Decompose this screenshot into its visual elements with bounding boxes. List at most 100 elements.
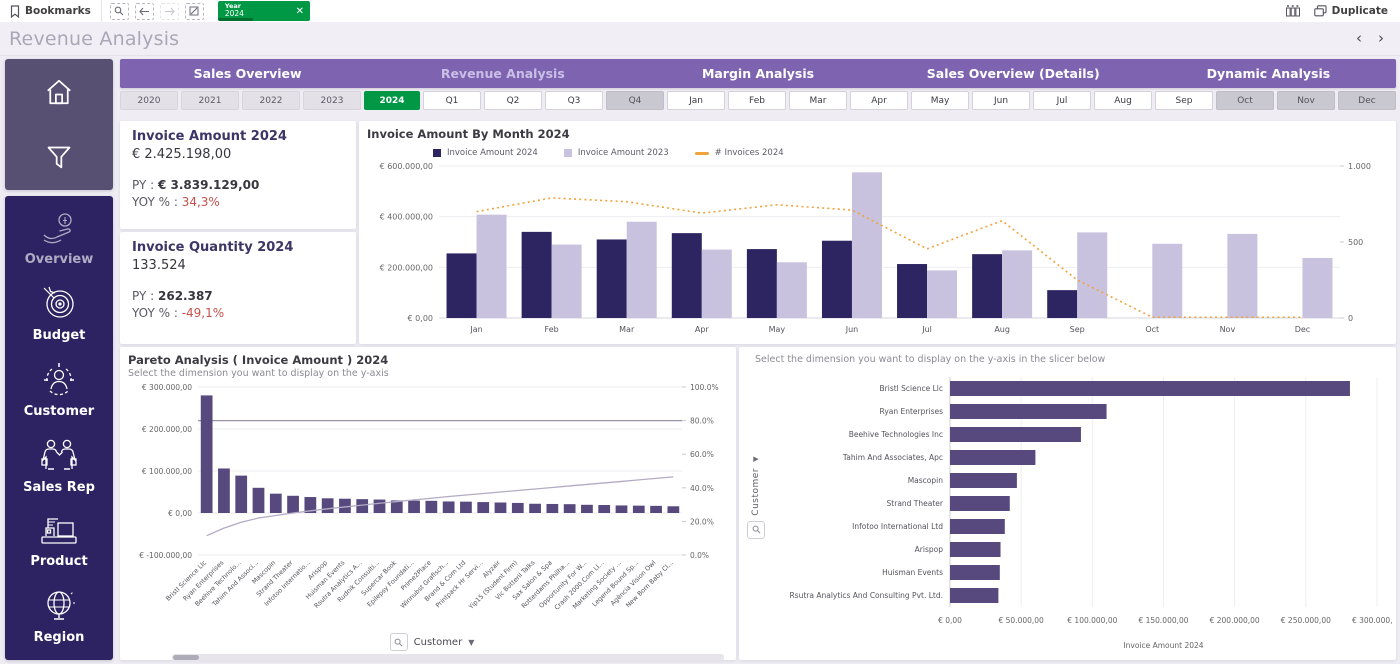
- tab-sales-overview-details[interactable]: Sales Overview (Details): [926, 66, 1100, 81]
- svg-text:100.0%: 100.0%: [690, 383, 719, 392]
- tab-margin-analysis[interactable]: Margin Analysis: [701, 66, 815, 81]
- prev-sheet-icon[interactable]: ‹: [1356, 29, 1362, 47]
- svg-text:€ 50.000,00: € 50.000,00: [999, 616, 1045, 625]
- svg-text:500: 500: [1348, 238, 1363, 247]
- sidebar-item-label: Budget: [32, 328, 86, 343]
- filter-button-q4[interactable]: Q4: [606, 91, 664, 110]
- sidebar-item-label: Customer: [23, 404, 95, 419]
- customer-icon: [40, 361, 78, 401]
- svg-text:Nov: Nov: [1220, 325, 1236, 334]
- legend-swatch: [563, 149, 572, 157]
- filter-button-q1[interactable]: Q1: [423, 91, 481, 110]
- svg-text:€ 300.000,00: € 300.000,00: [142, 383, 192, 392]
- filter-button-2023[interactable]: 2023: [303, 91, 361, 110]
- filter-button-aug[interactable]: Aug: [1094, 91, 1152, 110]
- pareto-dimension-dropdown[interactable]: Customer ▼: [128, 632, 736, 652]
- filter-button-may[interactable]: May: [911, 91, 969, 110]
- svg-text:Sep: Sep: [1070, 325, 1085, 334]
- step-back-icon[interactable]: [134, 2, 154, 20]
- filter-chip-value: 2024: [224, 8, 244, 18]
- top-toolbar: Bookmarks Year 2024 ✕: [0, 0, 1400, 23]
- svg-text:Aug: Aug: [994, 325, 1010, 334]
- filter-chip-year[interactable]: Year 2024 ✕: [217, 1, 310, 21]
- legend-swatch: [694, 151, 709, 155]
- customer-chart-svg[interactable]: € 0,00 € 50.000,00 € 100.000,00 € 150.000,0…: [745, 365, 1400, 653]
- kpi-yoy: YOY % : 34,3%: [132, 195, 220, 209]
- filter-button-dec[interactable]: Dec: [1338, 91, 1396, 110]
- svg-text:€ -100.000,00: € -100.000,00: [139, 551, 192, 560]
- legend-item-invoice-amount-2024: Invoice Amount 2024: [433, 148, 538, 158]
- filter-button-apr[interactable]: Apr: [850, 91, 908, 110]
- bookmark-icon: [10, 4, 20, 18]
- dimension-label[interactable]: Customer: [413, 636, 463, 648]
- sidebar-item-region[interactable]: Region: [5, 587, 113, 645]
- filter-button-jan[interactable]: Jan: [667, 91, 725, 110]
- sidebar-item-overview[interactable]: Overview: [5, 211, 113, 267]
- duplicate-icon: [1313, 5, 1327, 17]
- tab-revenue-analysis[interactable]: Revenue Analysis: [440, 66, 565, 81]
- pareto-scrollbar[interactable]: [172, 654, 724, 661]
- bookmarks-label: Bookmarks: [25, 5, 91, 17]
- bookmarks-button[interactable]: Bookmarks: [0, 0, 102, 22]
- svg-text:Mar: Mar: [619, 325, 635, 334]
- kpi-py: PY : € 3.839.129,00: [132, 178, 260, 192]
- filter-button-2021[interactable]: 2021: [181, 91, 239, 110]
- filter-button-q2[interactable]: Q2: [484, 91, 542, 110]
- clear-selections-icon[interactable]: [184, 2, 204, 20]
- filter-button-nov[interactable]: Nov: [1277, 91, 1335, 110]
- monthly-chart-card: Invoice Amount By Month 2024 Invoice Amo…: [359, 121, 1396, 344]
- monthly-chart-title: Invoice Amount By Month 2024: [367, 127, 570, 141]
- dimension-mini-slicer[interactable]: ▶ Customer: [747, 455, 765, 539]
- filter-icon[interactable]: [45, 145, 73, 171]
- filter-button-2020[interactable]: 2020: [120, 91, 178, 110]
- kpi-yoy: YOY % : -49,1%: [132, 306, 225, 320]
- kpi-invoice-quantity-card: Invoice Quantity 2024 133.524 PY : 262.3…: [120, 232, 356, 344]
- svg-text:May: May: [769, 325, 786, 334]
- salesrep-icon: [38, 437, 80, 477]
- monthly-chart-svg[interactable]: € 600.000,00 € 400.000,00 € 200.000,00 € 0,…: [367, 158, 1392, 338]
- filter-button-2024[interactable]: 2024: [364, 91, 420, 110]
- pareto-chart-card: Pareto Analysis ( Invoice Amount ) 2024 …: [120, 347, 736, 661]
- budget-icon: [40, 285, 78, 325]
- sidebar-item-customer[interactable]: Customer: [5, 361, 113, 419]
- duplicate-button[interactable]: Duplicate: [1313, 5, 1388, 17]
- svg-text:Strand Theater: Strand Theater: [887, 499, 944, 508]
- filter-button-jul[interactable]: Jul: [1033, 91, 1091, 110]
- dimension-search-icon[interactable]: [389, 633, 408, 651]
- filter-button-mar[interactable]: Mar: [789, 91, 847, 110]
- title-bar: Revenue Analysis ‹ ›: [0, 22, 1400, 56]
- svg-text:Invoice Amount 2024: Invoice Amount 2024: [1123, 641, 1203, 650]
- svg-text:1.000: 1.000: [1348, 162, 1371, 171]
- chevron-down-icon[interactable]: ▼: [468, 637, 475, 647]
- sidebar-item-sales-rep[interactable]: Sales Rep: [5, 437, 113, 495]
- sidebar-item-product[interactable]: Product: [5, 513, 113, 569]
- monthly-legend: Invoice Amount 2024 Invoice Amount 2023 # …: [433, 148, 1392, 158]
- tab-sales-overview[interactable]: Sales Overview: [193, 66, 302, 81]
- filter-button-oct[interactable]: Oct: [1216, 91, 1274, 110]
- tab-dynamic-analysis[interactable]: Dynamic Analysis: [1206, 66, 1331, 81]
- filter-chip-close-icon[interactable]: ✕: [295, 5, 305, 17]
- svg-text:Huisman Events: Huisman Events: [882, 568, 943, 577]
- svg-text:20.0%: 20.0%: [690, 517, 714, 526]
- filter-button-jun[interactable]: Jun: [972, 91, 1030, 110]
- sheet-grid-button[interactable]: [1285, 5, 1300, 17]
- svg-text:€ 0,00: € 0,00: [938, 616, 962, 625]
- next-sheet-icon[interactable]: ›: [1378, 29, 1384, 47]
- home-icon[interactable]: [44, 78, 74, 106]
- slicer-search-icon[interactable]: [747, 520, 765, 539]
- expand-right-icon[interactable]: ▶: [753, 455, 759, 463]
- filter-button-sep[interactable]: Sep: [1155, 91, 1213, 110]
- svg-text:Apr: Apr: [695, 325, 710, 334]
- search-selections-icon[interactable]: [109, 2, 129, 20]
- svg-text:€ 200.000,00: € 200.000,00: [380, 263, 433, 272]
- pareto-chart-svg[interactable]: € 300.000,00 € 200.000,00 € 100.000,00 € 0,…: [128, 379, 732, 627]
- filter-button-2022[interactable]: 2022: [242, 91, 300, 110]
- sidebar-item-label: Overview: [24, 252, 94, 267]
- filter-button-feb[interactable]: Feb: [728, 91, 786, 110]
- pareto-scrollbar-thumb[interactable]: [173, 655, 199, 660]
- filter-chip-field: Year: [224, 2, 241, 11]
- step-forward-icon[interactable]: [159, 2, 179, 20]
- filter-button-q3[interactable]: Q3: [545, 91, 603, 110]
- svg-text:€ 150.000,00: € 150.000,00: [1138, 616, 1188, 625]
- sidebar-item-budget[interactable]: Budget: [5, 285, 113, 343]
